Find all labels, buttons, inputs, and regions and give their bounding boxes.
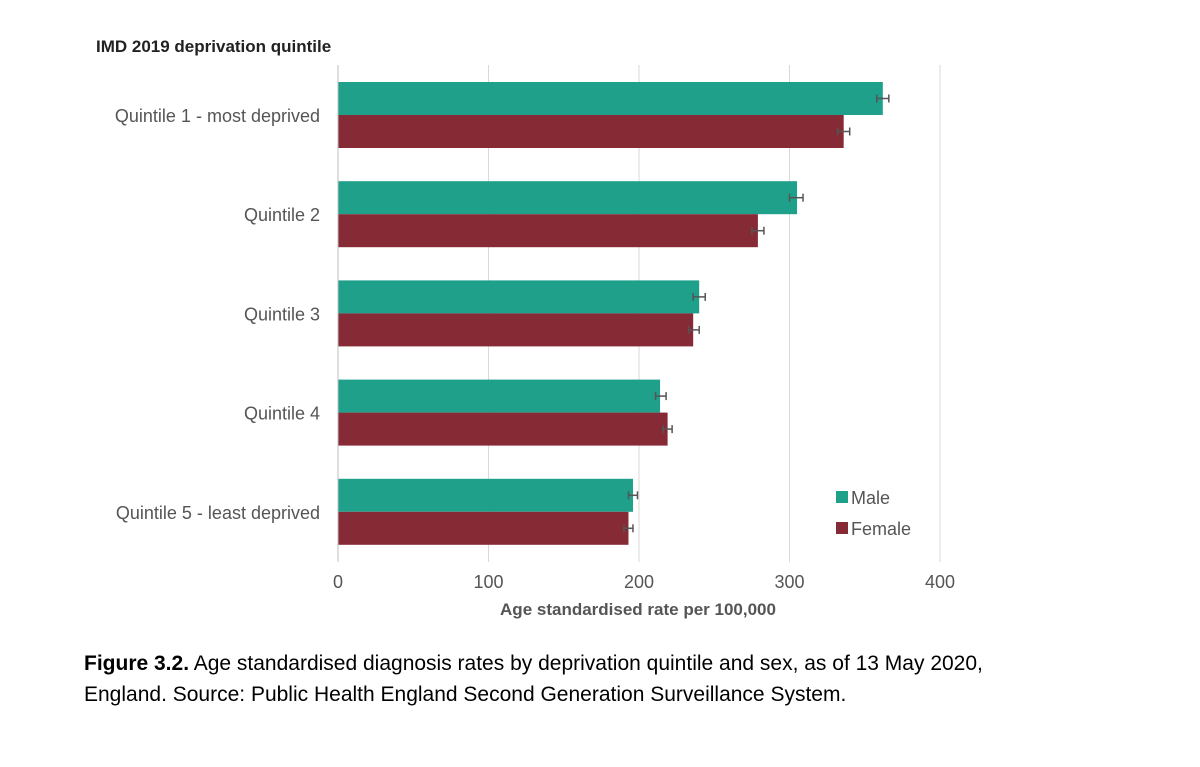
chart-title: IMD 2019 deprivation quintile bbox=[96, 37, 331, 56]
x-tick-label: 200 bbox=[624, 572, 654, 592]
bar-male-4 bbox=[338, 379, 661, 413]
category-label: Quintile 3 bbox=[244, 304, 320, 324]
bar-chart: IMD 2019 deprivation quintile Quintile 1 … bbox=[96, 37, 955, 619]
bar-female-4 bbox=[338, 412, 668, 446]
bar-female-3 bbox=[338, 313, 694, 347]
x-tick-label: 300 bbox=[774, 572, 804, 592]
x-axis-label: Age standardised rate per 100,000 bbox=[500, 600, 776, 619]
figure-caption: Figure 3.2. Age standardised diagnosis r… bbox=[84, 648, 1024, 710]
bar-male-1 bbox=[338, 82, 883, 115]
bar-male-3 bbox=[338, 280, 700, 314]
bar-female-2 bbox=[338, 214, 758, 248]
legend-label-female: Female bbox=[851, 519, 911, 539]
bar-male-2 bbox=[338, 181, 798, 215]
caption-text: Age standardised diagnosis rates by depr… bbox=[84, 652, 983, 706]
category-label: Quintile 1 - most deprived bbox=[115, 106, 320, 126]
category-label: Quintile 4 bbox=[244, 404, 320, 424]
x-tick-label: 0 bbox=[333, 572, 343, 592]
chart-container: IMD 2019 deprivation quintile Quintile 1 … bbox=[96, 37, 955, 619]
bar-female-5 bbox=[338, 511, 629, 545]
x-tick-label: 400 bbox=[925, 572, 955, 592]
legend-label-male: Male bbox=[851, 488, 890, 508]
bar-female-1 bbox=[338, 115, 844, 148]
legend-swatch-male bbox=[836, 491, 848, 503]
caption-label: Figure 3.2. bbox=[84, 652, 190, 675]
legend-swatch-female bbox=[836, 522, 848, 534]
x-tick-label: 100 bbox=[473, 572, 503, 592]
category-label: Quintile 5 - least deprived bbox=[116, 503, 320, 523]
category-label: Quintile 2 bbox=[244, 205, 320, 225]
bar-male-5 bbox=[338, 478, 633, 512]
